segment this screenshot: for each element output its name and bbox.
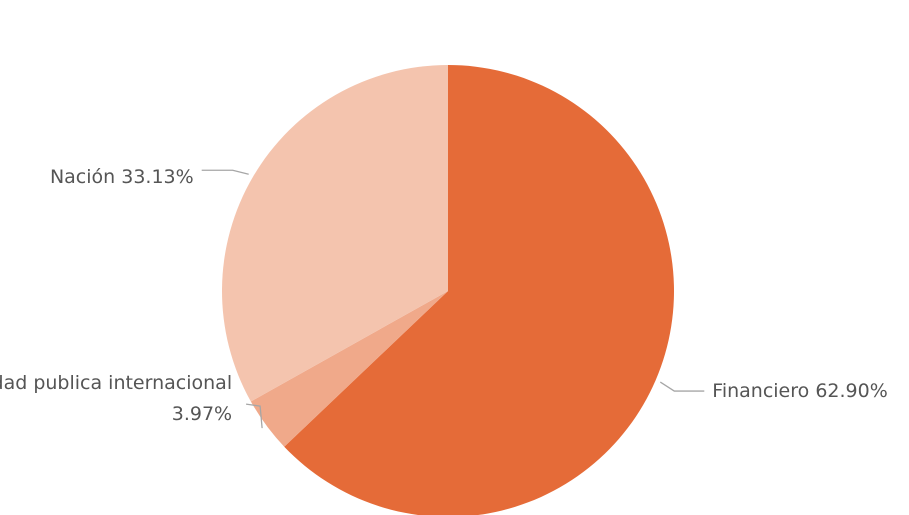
slice-category: Financiero xyxy=(712,380,809,402)
leader-line-financiero xyxy=(659,381,705,392)
slice-category: Entidad publica internacional xyxy=(0,372,232,394)
slice-percent: 33.13% xyxy=(115,166,194,188)
slice-label-financiero: Financiero 62.90% xyxy=(712,380,888,402)
leader-line-entidad-publica-internacional xyxy=(246,403,263,429)
slice-percent: 3.97% xyxy=(172,403,232,425)
pie-slice-nacion xyxy=(222,65,448,402)
slice-label-line: Entidad publica internacional xyxy=(0,372,232,394)
pie-slice-financiero xyxy=(284,65,674,515)
slice-labels: Financiero 62.90% Entidad publica interna… xyxy=(0,166,888,425)
slice-category: Nación xyxy=(50,166,115,188)
slice-label-nacion: Nación 33.13% xyxy=(50,166,194,188)
pie-slices xyxy=(222,65,674,515)
slice-label-line: Financiero 62.90% xyxy=(712,380,888,402)
slice-label-line-2: 3.97% xyxy=(172,403,232,425)
slice-label-entidad-publica-internacional: Entidad publica internacional 3.97% xyxy=(0,372,232,425)
leader-lines xyxy=(201,169,705,429)
slice-label-line: Nación 33.13% xyxy=(50,166,194,188)
leader-line-nacion xyxy=(201,169,249,175)
slice-percent: 62.90% xyxy=(809,380,888,402)
pie-slice-entidad-publica-internacional xyxy=(250,291,448,447)
